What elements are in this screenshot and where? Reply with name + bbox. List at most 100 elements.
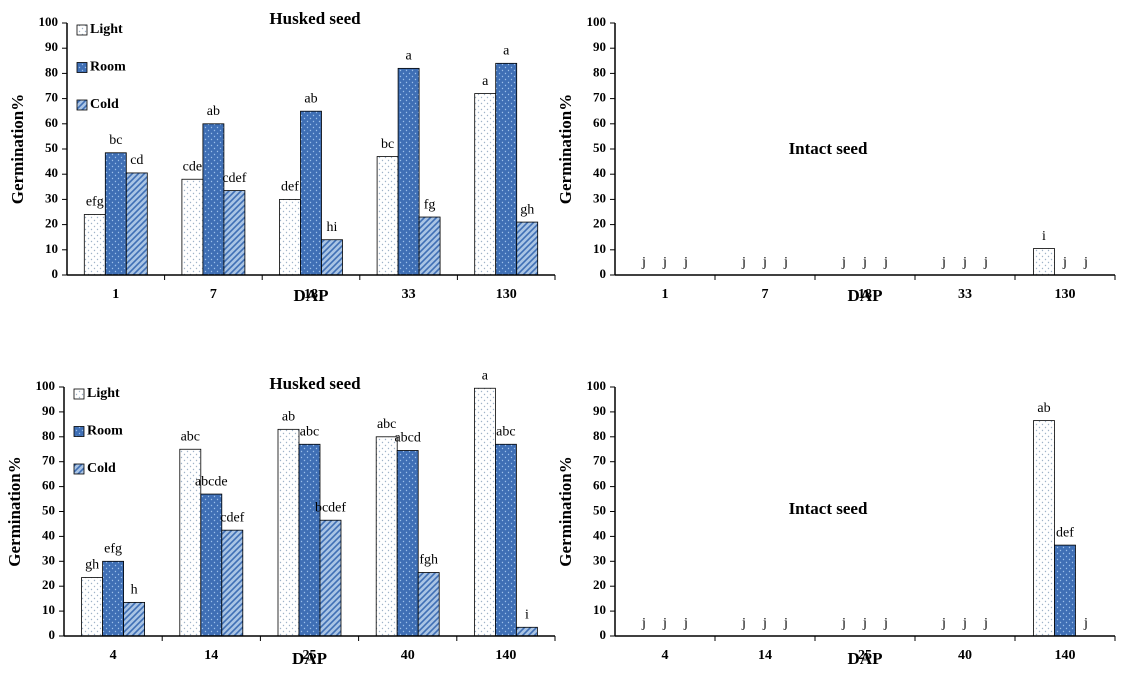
y-tick-label: 60 [45, 115, 58, 130]
x-tick-label: 33 [958, 287, 972, 302]
bar-letter: j [741, 616, 746, 631]
bar [125, 172, 148, 276]
y-tick-label: 20 [45, 216, 58, 231]
legend-swatch [73, 388, 85, 400]
bar [516, 221, 539, 276]
x-axis-label: DAP [848, 286, 883, 305]
y-tick-label: 60 [593, 478, 606, 493]
bar [418, 216, 441, 276]
bar-letter: j [783, 255, 788, 270]
y-tick-label: 80 [45, 64, 58, 79]
bar-letter: gh [520, 202, 534, 217]
x-tick-label: 4 [662, 648, 669, 663]
bar-letter: ab [1037, 401, 1050, 416]
y-tick-label: 100 [39, 14, 59, 29]
bar-letter: j [1062, 255, 1067, 270]
y-tick-label: 20 [593, 577, 606, 592]
bar-letter: a [405, 49, 412, 64]
x-tick-label: 1 [112, 287, 119, 302]
chart-title: Husked seed [269, 9, 361, 28]
bar-letter: abcd [394, 431, 420, 446]
x-tick-label: 1 [662, 287, 669, 302]
x-axis-label: DAP [848, 649, 883, 668]
bar-letter: j [883, 255, 888, 270]
legend-swatch [76, 99, 88, 111]
bar-letter: efg [86, 195, 104, 210]
bar-letter: j [983, 255, 988, 270]
y-tick-label: 40 [593, 165, 606, 180]
bar-letter: j [1083, 255, 1088, 270]
x-tick-label: 18 [858, 287, 872, 302]
bar-letter: j [841, 255, 846, 270]
bar-letter: a [503, 44, 510, 59]
bar-letter: j [683, 616, 688, 631]
y-tick-label: 50 [593, 502, 606, 517]
y-tick-label: 0 [49, 627, 56, 642]
bar [375, 436, 398, 637]
x-tick-label: 18 [304, 287, 318, 302]
y-tick-label: 80 [593, 428, 606, 443]
y-tick-label: 0 [600, 627, 607, 642]
bar-letter: j [862, 255, 867, 270]
y-tick-label: 70 [45, 90, 58, 105]
y-tick-label: 70 [593, 453, 606, 468]
y-tick-label: 80 [42, 428, 55, 443]
bar-letter: j [941, 255, 946, 270]
y-tick-label: 10 [593, 602, 606, 617]
bar-letter: j [762, 255, 767, 270]
y-tick-label: 60 [593, 115, 606, 130]
x-tick-label: 33 [402, 287, 416, 302]
x-tick-label: 130 [496, 287, 517, 302]
bar [473, 387, 496, 637]
y-axis-label: Germination% [556, 94, 575, 205]
x-tick-label: 140 [1055, 648, 1076, 663]
legend-label: Light [87, 386, 120, 401]
bar [495, 62, 518, 276]
bar-letter: j [662, 255, 667, 270]
y-tick-label: 90 [45, 39, 58, 54]
bar-letter: bcdef [315, 500, 346, 515]
y-tick-label: 40 [45, 165, 58, 180]
bar-letter: abc [496, 424, 515, 439]
bar-letter: hi [327, 220, 338, 235]
bar-letter: j [741, 255, 746, 270]
bar [1054, 544, 1076, 637]
y-tick-label: 30 [45, 190, 58, 205]
y-tick-label: 90 [42, 403, 55, 418]
y-tick-label: 90 [593, 39, 606, 54]
bar [102, 560, 124, 637]
bar [83, 214, 106, 276]
bar [376, 156, 399, 276]
bar-letter: j [683, 255, 688, 270]
bar-letter: efg [104, 542, 122, 557]
bar-letter: j [983, 616, 988, 631]
bar-letter: fg [424, 197, 436, 212]
legend-label: Room [87, 424, 123, 439]
y-tick-label: 0 [52, 266, 59, 281]
x-tick-label: 7 [210, 287, 217, 302]
bar [494, 443, 517, 637]
y-tick-label: 100 [587, 14, 607, 29]
bar-letter: j [841, 616, 846, 631]
bar-letter: fgh [419, 553, 438, 568]
bar-letter: j [962, 616, 967, 631]
bar-letter: j [783, 616, 788, 631]
x-axis-label: DAP [294, 286, 329, 305]
bar-letter: ab [282, 410, 295, 425]
bar-letter: j [762, 616, 767, 631]
y-tick-label: 100 [36, 378, 56, 393]
legend-swatch [76, 24, 88, 36]
bar-letter: h [131, 583, 138, 598]
x-tick-label: 14 [758, 648, 772, 663]
bar-letter: a [482, 368, 489, 383]
y-tick-label: 30 [593, 190, 606, 205]
bar [321, 239, 343, 276]
y-tick-label: 80 [593, 64, 606, 79]
bar-letter: gh [85, 558, 99, 573]
y-tick-label: 50 [45, 140, 58, 155]
x-tick-label: 130 [1055, 287, 1076, 302]
x-tick-label: 4 [110, 648, 117, 663]
bar-letter: cdef [222, 171, 246, 186]
bar-letter: bc [381, 137, 394, 152]
